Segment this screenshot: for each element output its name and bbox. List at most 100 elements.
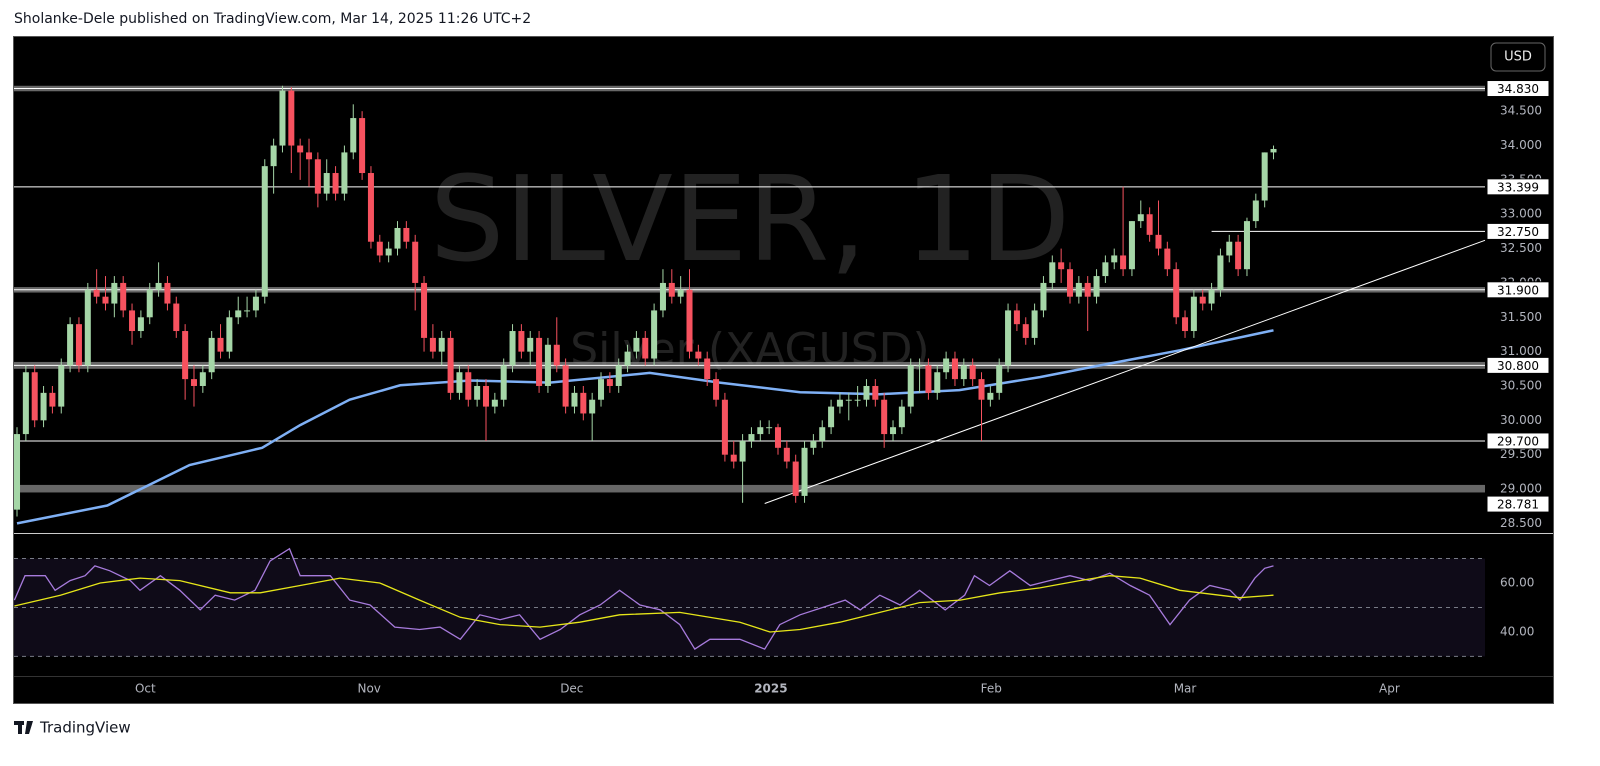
candle-body — [226, 317, 233, 352]
candle-body — [182, 331, 189, 380]
candle-body — [465, 372, 472, 400]
candle-body — [1137, 214, 1144, 222]
watermark: SILVER, 1D — [430, 150, 1071, 288]
candle-body — [881, 399, 888, 435]
candle-body — [332, 173, 339, 194]
candle-body — [518, 331, 525, 352]
currency-button[interactable] — [1490, 42, 1546, 72]
candle-body — [22, 372, 29, 435]
candle-body — [589, 399, 596, 414]
candle-body — [367, 173, 374, 242]
candle-body — [686, 289, 693, 352]
candle-body — [704, 358, 711, 380]
candle-body — [580, 392, 587, 414]
candle-body — [288, 90, 295, 146]
candle-body — [1049, 262, 1056, 283]
candle-body — [810, 440, 817, 448]
candle-body — [111, 282, 118, 304]
currency-label[interactable]: USD — [1504, 50, 1532, 65]
y-tick-label: 33.000 — [1500, 207, 1542, 221]
candle-body — [217, 337, 224, 352]
candle-body — [659, 282, 666, 311]
candle-body — [960, 365, 967, 380]
candle-body — [1128, 221, 1135, 270]
candle-body — [748, 434, 755, 441]
candle-body — [270, 145, 277, 167]
candle-body — [199, 372, 206, 386]
rsi-line — [14, 575, 1274, 633]
y-tick-label: 60.00 — [1500, 576, 1534, 590]
candle-body — [314, 159, 321, 194]
candle-body — [1075, 282, 1082, 297]
y-tick-label: 30.000 — [1500, 413, 1542, 427]
candle-body — [624, 351, 631, 366]
candle-body — [297, 145, 304, 153]
candle-body — [252, 296, 259, 311]
candle-body — [146, 289, 153, 318]
candle-body — [438, 337, 445, 352]
x-tick-label: Apr — [1379, 682, 1400, 696]
candle-body — [819, 427, 826, 441]
candle-body — [651, 310, 658, 359]
y-tick-label: 28.500 — [1500, 516, 1542, 530]
candle-body — [429, 337, 436, 352]
level-label-box — [1486, 356, 1550, 374]
candle-body — [553, 344, 560, 366]
candle-body — [695, 351, 702, 359]
footer-brand: TradingView — [39, 719, 131, 737]
candle-body — [412, 241, 419, 283]
candle-body — [1270, 148, 1277, 153]
candle-body — [898, 406, 905, 428]
candle-body — [571, 392, 578, 407]
candle-body — [836, 399, 843, 407]
candle-body — [987, 392, 994, 400]
candle-body — [190, 379, 197, 386]
level-label: 33.399 — [1497, 180, 1539, 194]
candle-body — [49, 392, 56, 407]
candle-body — [1146, 214, 1153, 235]
candle-body — [40, 392, 47, 421]
candle-body — [934, 372, 941, 393]
candle-body — [1058, 262, 1065, 270]
candle-body — [279, 90, 286, 146]
candle-body — [1190, 296, 1197, 332]
candle-body — [120, 282, 127, 311]
candle-body — [801, 447, 808, 496]
candle-body — [456, 372, 463, 393]
candle-body — [323, 173, 330, 194]
moving-average — [16, 329, 1274, 525]
level-label: 28.781 — [1497, 498, 1539, 512]
candle-body — [828, 406, 835, 428]
candle-body — [907, 365, 914, 407]
candle-body — [385, 248, 392, 256]
candle-body — [1084, 282, 1091, 297]
candle-body — [350, 118, 357, 153]
level-label: 34.830 — [1497, 82, 1539, 96]
x-tick-label: Oct — [135, 682, 156, 696]
candle-body — [1022, 324, 1029, 338]
y-tick-label: 31.500 — [1500, 310, 1542, 324]
candle-body — [376, 241, 383, 256]
candle-body — [951, 358, 958, 380]
candle-body — [341, 152, 348, 194]
chart-background — [13, 36, 1554, 704]
candle-body — [863, 385, 870, 400]
candle-body — [739, 440, 746, 462]
candle-body — [969, 365, 976, 380]
y-tick-label: 30.500 — [1500, 378, 1542, 392]
y-tick-label: 34.000 — [1500, 138, 1542, 152]
candle-body — [1066, 269, 1074, 297]
candle-body — [482, 385, 489, 407]
candle-body — [677, 289, 684, 297]
candle-body — [606, 379, 613, 386]
candle-body — [527, 337, 534, 352]
candle-body — [783, 447, 790, 462]
candle-body — [872, 385, 879, 400]
candle-body — [102, 296, 109, 304]
x-tick-label: 2025 — [754, 682, 787, 696]
candle-body — [403, 227, 410, 242]
candle-body — [766, 427, 773, 429]
candle-body — [854, 399, 861, 401]
y-tick-label: 29.000 — [1500, 482, 1542, 496]
